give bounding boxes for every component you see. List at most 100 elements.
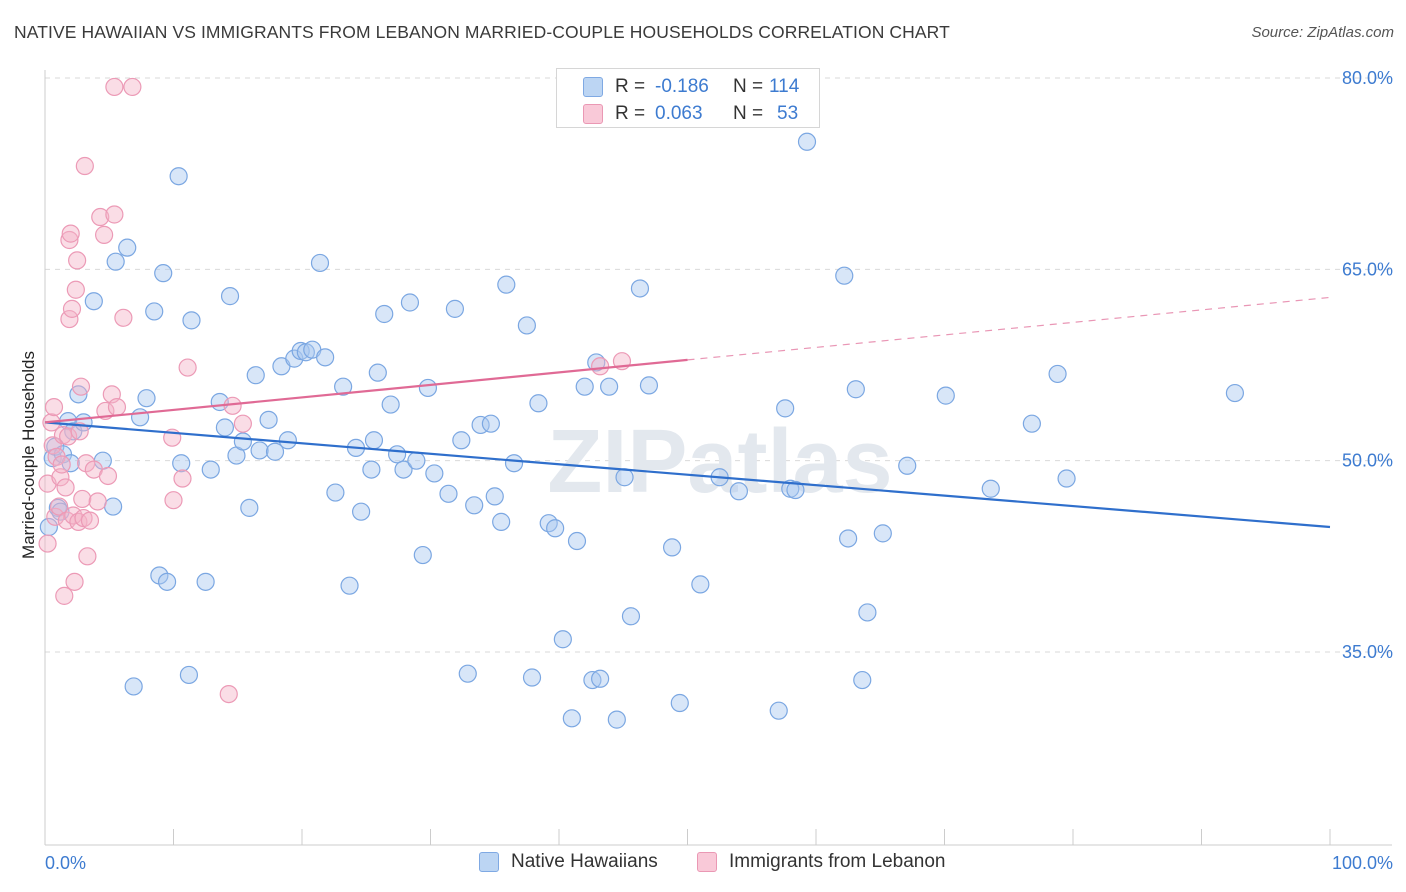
data-point	[729, 482, 749, 501]
legend-n-value: 114	[769, 76, 800, 97]
data-point	[157, 572, 177, 591]
data-point	[839, 529, 858, 548]
data-point	[394, 460, 413, 479]
data-point	[56, 478, 75, 497]
data-point	[179, 665, 199, 685]
data-point	[182, 311, 201, 330]
x-tick-label: 100.0%	[1332, 853, 1393, 873]
data-point	[591, 357, 610, 376]
legend-swatch-blue	[479, 852, 499, 872]
data-point	[529, 394, 548, 413]
y-axis-title: Married-couple Households	[19, 351, 38, 559]
data-point	[88, 492, 107, 511]
data-point	[615, 468, 634, 487]
data-point	[639, 376, 659, 395]
legend-n-value: 53	[777, 103, 799, 124]
data-point	[352, 502, 371, 521]
data-point	[407, 451, 426, 470]
data-point	[481, 414, 500, 433]
data-point	[691, 575, 710, 594]
data-point	[124, 677, 143, 696]
trend-layer	[44, 296, 1331, 529]
trend-line	[44, 358, 688, 424]
data-point	[1022, 414, 1041, 433]
series-immigrants-lebanon	[38, 77, 632, 704]
trend-line-extension	[687, 296, 1331, 361]
legend-label: Immigrants from Lebanon	[729, 851, 946, 872]
series-native-hawaiians	[39, 132, 1245, 729]
data-point	[387, 445, 407, 464]
data-point	[106, 252, 125, 271]
data-point	[546, 519, 565, 538]
trend-line	[44, 421, 1331, 529]
data-point	[340, 576, 359, 595]
data-point	[310, 253, 330, 273]
legend-row-native-hawaiians: R = -0.186 N = 114	[583, 75, 799, 99]
data-point	[246, 366, 265, 385]
data-point	[485, 487, 504, 506]
data-point	[55, 586, 74, 605]
data-point	[458, 664, 477, 683]
data-point	[196, 572, 215, 591]
legend-row-immigrants-lebanon: R = 0.063 N = 53	[583, 102, 798, 126]
data-point	[858, 603, 877, 622]
data-point	[630, 279, 650, 298]
data-point	[164, 491, 183, 510]
source-label: Source: ZipAtlas.com	[1251, 24, 1394, 41]
data-point	[145, 302, 164, 321]
data-point	[504, 454, 524, 473]
data-point	[70, 422, 89, 441]
data-point	[873, 524, 892, 543]
data-point	[61, 224, 80, 243]
data-point	[59, 427, 78, 446]
series-legend: Native Hawaiians Immigrants from Lebanon	[0, 851, 1406, 877]
data-point	[91, 207, 110, 227]
data-point	[607, 710, 626, 729]
data-point	[68, 251, 87, 270]
data-point	[769, 701, 788, 720]
data-point	[105, 205, 124, 224]
data-point	[137, 389, 156, 408]
data-point	[219, 684, 238, 704]
legend-item-native-hawaiians[interactable]: Native Hawaiians	[479, 851, 658, 873]
data-point	[95, 225, 114, 244]
legend-swatch-pink	[583, 104, 603, 124]
data-point	[452, 431, 471, 450]
label-layer: 35.0% 50.0% 65.0% 80.0% 0.0% 100.0% Married-co…	[19, 68, 1393, 873]
correlation-legend: R = -0.186 N = 114 R = 0.063 N = 53	[556, 68, 820, 128]
data-point	[71, 377, 91, 396]
data-point	[517, 316, 536, 335]
data-point	[233, 414, 252, 433]
data-point	[173, 469, 192, 488]
data-point	[215, 418, 234, 437]
data-point	[497, 275, 516, 294]
data-point	[835, 266, 854, 285]
data-point	[60, 230, 79, 250]
data-point	[66, 280, 85, 299]
data-point	[265, 442, 285, 461]
legend-r-label: R =	[615, 103, 646, 124]
data-point	[786, 480, 805, 500]
data-point	[105, 77, 124, 97]
data-point	[418, 378, 438, 398]
data-point	[64, 422, 83, 441]
data-point	[334, 377, 353, 396]
data-point	[178, 358, 197, 377]
y-tick-label: 50.0%	[1342, 451, 1393, 471]
data-point	[364, 431, 384, 450]
data-point	[553, 630, 572, 649]
data-point	[169, 167, 188, 186]
data-point	[172, 454, 191, 473]
data-point	[154, 264, 173, 283]
legend-r-value: 0.063	[655, 103, 703, 124]
axis-layer	[44, 70, 1392, 846]
data-point	[52, 455, 71, 474]
legend-item-immigrants-lebanon[interactable]: Immigrants from Lebanon	[697, 851, 946, 873]
data-point	[326, 483, 345, 502]
data-point	[98, 466, 118, 486]
data-point	[425, 464, 444, 483]
data-point	[240, 498, 259, 517]
data-point	[73, 489, 92, 509]
data-point	[278, 431, 297, 450]
